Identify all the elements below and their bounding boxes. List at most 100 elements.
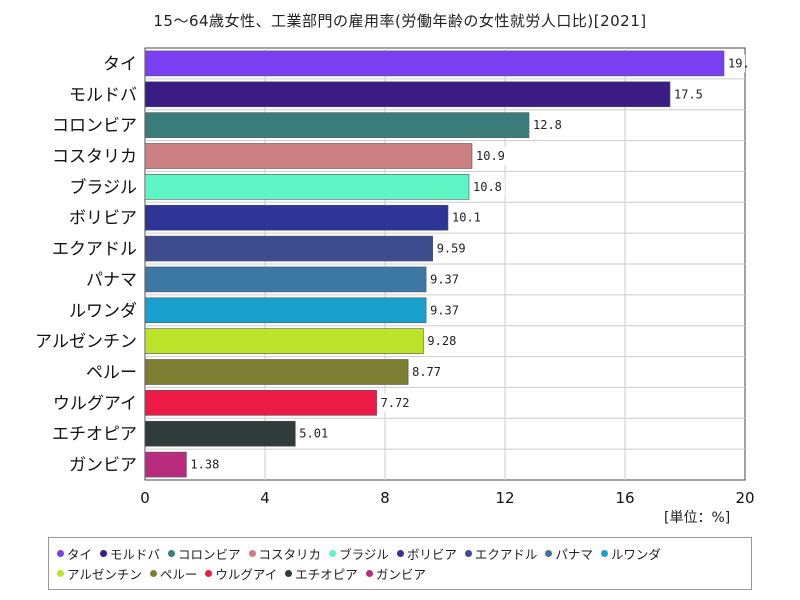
- value-label-bg: [427, 301, 462, 320]
- legend-marker-icon: [57, 569, 64, 577]
- legend-marker-icon: [464, 549, 472, 557]
- category-label: ガンビア: [69, 456, 137, 476]
- legend-label: モルドバ: [110, 546, 161, 562]
- value-label: 9.59: [437, 242, 466, 256]
- legend-label: ブラジル: [339, 546, 389, 562]
- value-label-bg: [671, 85, 706, 104]
- value-label: 7.72: [381, 396, 410, 410]
- value-label-bg: [470, 177, 505, 196]
- category-label: アルゼンチン: [35, 332, 137, 352]
- value-label-bg: [377, 393, 413, 412]
- category-label: ペルー: [86, 363, 137, 383]
- bar: [144, 174, 470, 200]
- x-tick-label: 0: [140, 489, 150, 507]
- legend-marker-icon: [329, 549, 337, 557]
- legend-label: ルワンダ: [610, 546, 661, 562]
- value-label: 10.1: [452, 211, 481, 225]
- value-label-bg: [725, 54, 745, 73]
- x-tick-label: 12: [495, 489, 514, 507]
- bar: [144, 420, 296, 447]
- legend-marker-icon: [57, 549, 64, 557]
- legend: タイ モルドバ コロンビア コスタリカ ブラジル ボリビア エクアドル パナマ ルワンダアルゼン…: [48, 537, 752, 590]
- bar: [144, 266, 427, 293]
- bar: [144, 328, 424, 354]
- bar: [144, 451, 187, 478]
- legend-marker-icon: [248, 549, 256, 557]
- x-tick-label: 4: [260, 489, 270, 507]
- legend-label: コロンビア: [178, 546, 241, 562]
- value-labels: 19. 17.5 12.8 10.9 10.8 10.1 9.59 9.37 9.37 9.28 8…: [187, 54, 750, 474]
- bar: [144, 390, 377, 416]
- legend-label: アルゼンチン: [67, 566, 142, 582]
- legend-marker-icon: [168, 549, 176, 557]
- legend-marker-icon: [396, 549, 404, 557]
- legend-label: エクアドル: [474, 546, 538, 562]
- category-label: エクアドル: [52, 240, 137, 260]
- value-label: 9.37: [430, 272, 459, 286]
- legend-marker-icon: [285, 569, 293, 577]
- legend-item: ガンビア: [365, 563, 426, 583]
- bar: [144, 81, 671, 108]
- x-tick-label: 20: [735, 489, 754, 507]
- value-label: 8.77: [412, 365, 441, 379]
- value-label-bg: [424, 332, 460, 351]
- legend-label: タイ: [67, 546, 93, 562]
- value-label-bg: [433, 239, 469, 258]
- value-label-bg: [530, 116, 565, 135]
- bars: [144, 50, 725, 478]
- category-label: ルワンダ: [69, 301, 137, 321]
- legend-item: ボリビア: [396, 543, 457, 563]
- legend-marker-icon: [600, 549, 608, 557]
- value-label-bg: [187, 455, 223, 474]
- category-label: エチオピア: [52, 425, 137, 445]
- legend-marker-icon: [545, 549, 553, 557]
- legend-item: パナマ: [545, 543, 593, 563]
- category-label: モルドバ: [69, 85, 137, 105]
- category-label: パナマ: [86, 270, 137, 290]
- legend-label: エチオピア: [295, 566, 358, 582]
- category-label: タイ: [103, 54, 137, 74]
- value-label: 9.28: [427, 334, 456, 348]
- value-label: 12.8: [533, 118, 562, 132]
- legend-marker-icon: [205, 569, 213, 577]
- legend-label: ウルグアイ: [215, 566, 278, 582]
- legend-item: エクアドル: [464, 543, 538, 563]
- x-tick-labels: 0 4 8 12 16 20: [140, 489, 754, 507]
- category-label: ウルグアイ: [53, 394, 137, 414]
- bar: [144, 204, 449, 231]
- legend-item: ペルー: [149, 563, 198, 583]
- chart-title: 15～64歳女性、工業部門の雇用率(労働年齢の女性就労人口比)[2021]: [153, 12, 647, 30]
- category-label: コロンビア: [52, 116, 137, 136]
- value-label: 9.37: [430, 303, 459, 317]
- legend-label: コスタリカ: [258, 546, 322, 562]
- grid-lines: [145, 48, 745, 480]
- legend-item: タイ: [57, 543, 92, 563]
- legend-label: ガンビア: [375, 566, 426, 582]
- category-labels: タイモルドバコロンビアコスタリカブラジルボリビアエクアドルパナマルワンダアルゼン…: [35, 54, 137, 475]
- value-label: 10.9: [476, 149, 505, 163]
- value-label-bg: [473, 147, 508, 165]
- value-label: 5.01: [299, 427, 328, 441]
- legend-item: ルワンダ: [600, 543, 661, 563]
- value-label-bg: [296, 424, 332, 443]
- legend-label: ペルー: [159, 566, 198, 582]
- value-label-bg: [427, 270, 462, 289]
- bar: [144, 50, 725, 77]
- bar: [144, 359, 409, 385]
- bar: [144, 112, 530, 138]
- value-label: 19.: [728, 56, 750, 70]
- x-tick-label: 8: [380, 489, 390, 507]
- legend-label: パナマ: [555, 546, 593, 562]
- value-label-bg: [449, 208, 484, 227]
- bar: [144, 143, 473, 169]
- legend-marker-icon: [100, 549, 108, 557]
- legend-item: アルゼンチン: [57, 563, 142, 583]
- legend-item: エチオピア: [285, 563, 358, 583]
- legend-item: モルドバ: [100, 543, 160, 563]
- legend-marker-icon: [149, 569, 157, 577]
- bar: [144, 235, 434, 262]
- legend-marker-icon: [365, 569, 373, 577]
- unit-label: [単位：%]: [664, 510, 731, 526]
- legend-item: ブラジル: [329, 543, 389, 563]
